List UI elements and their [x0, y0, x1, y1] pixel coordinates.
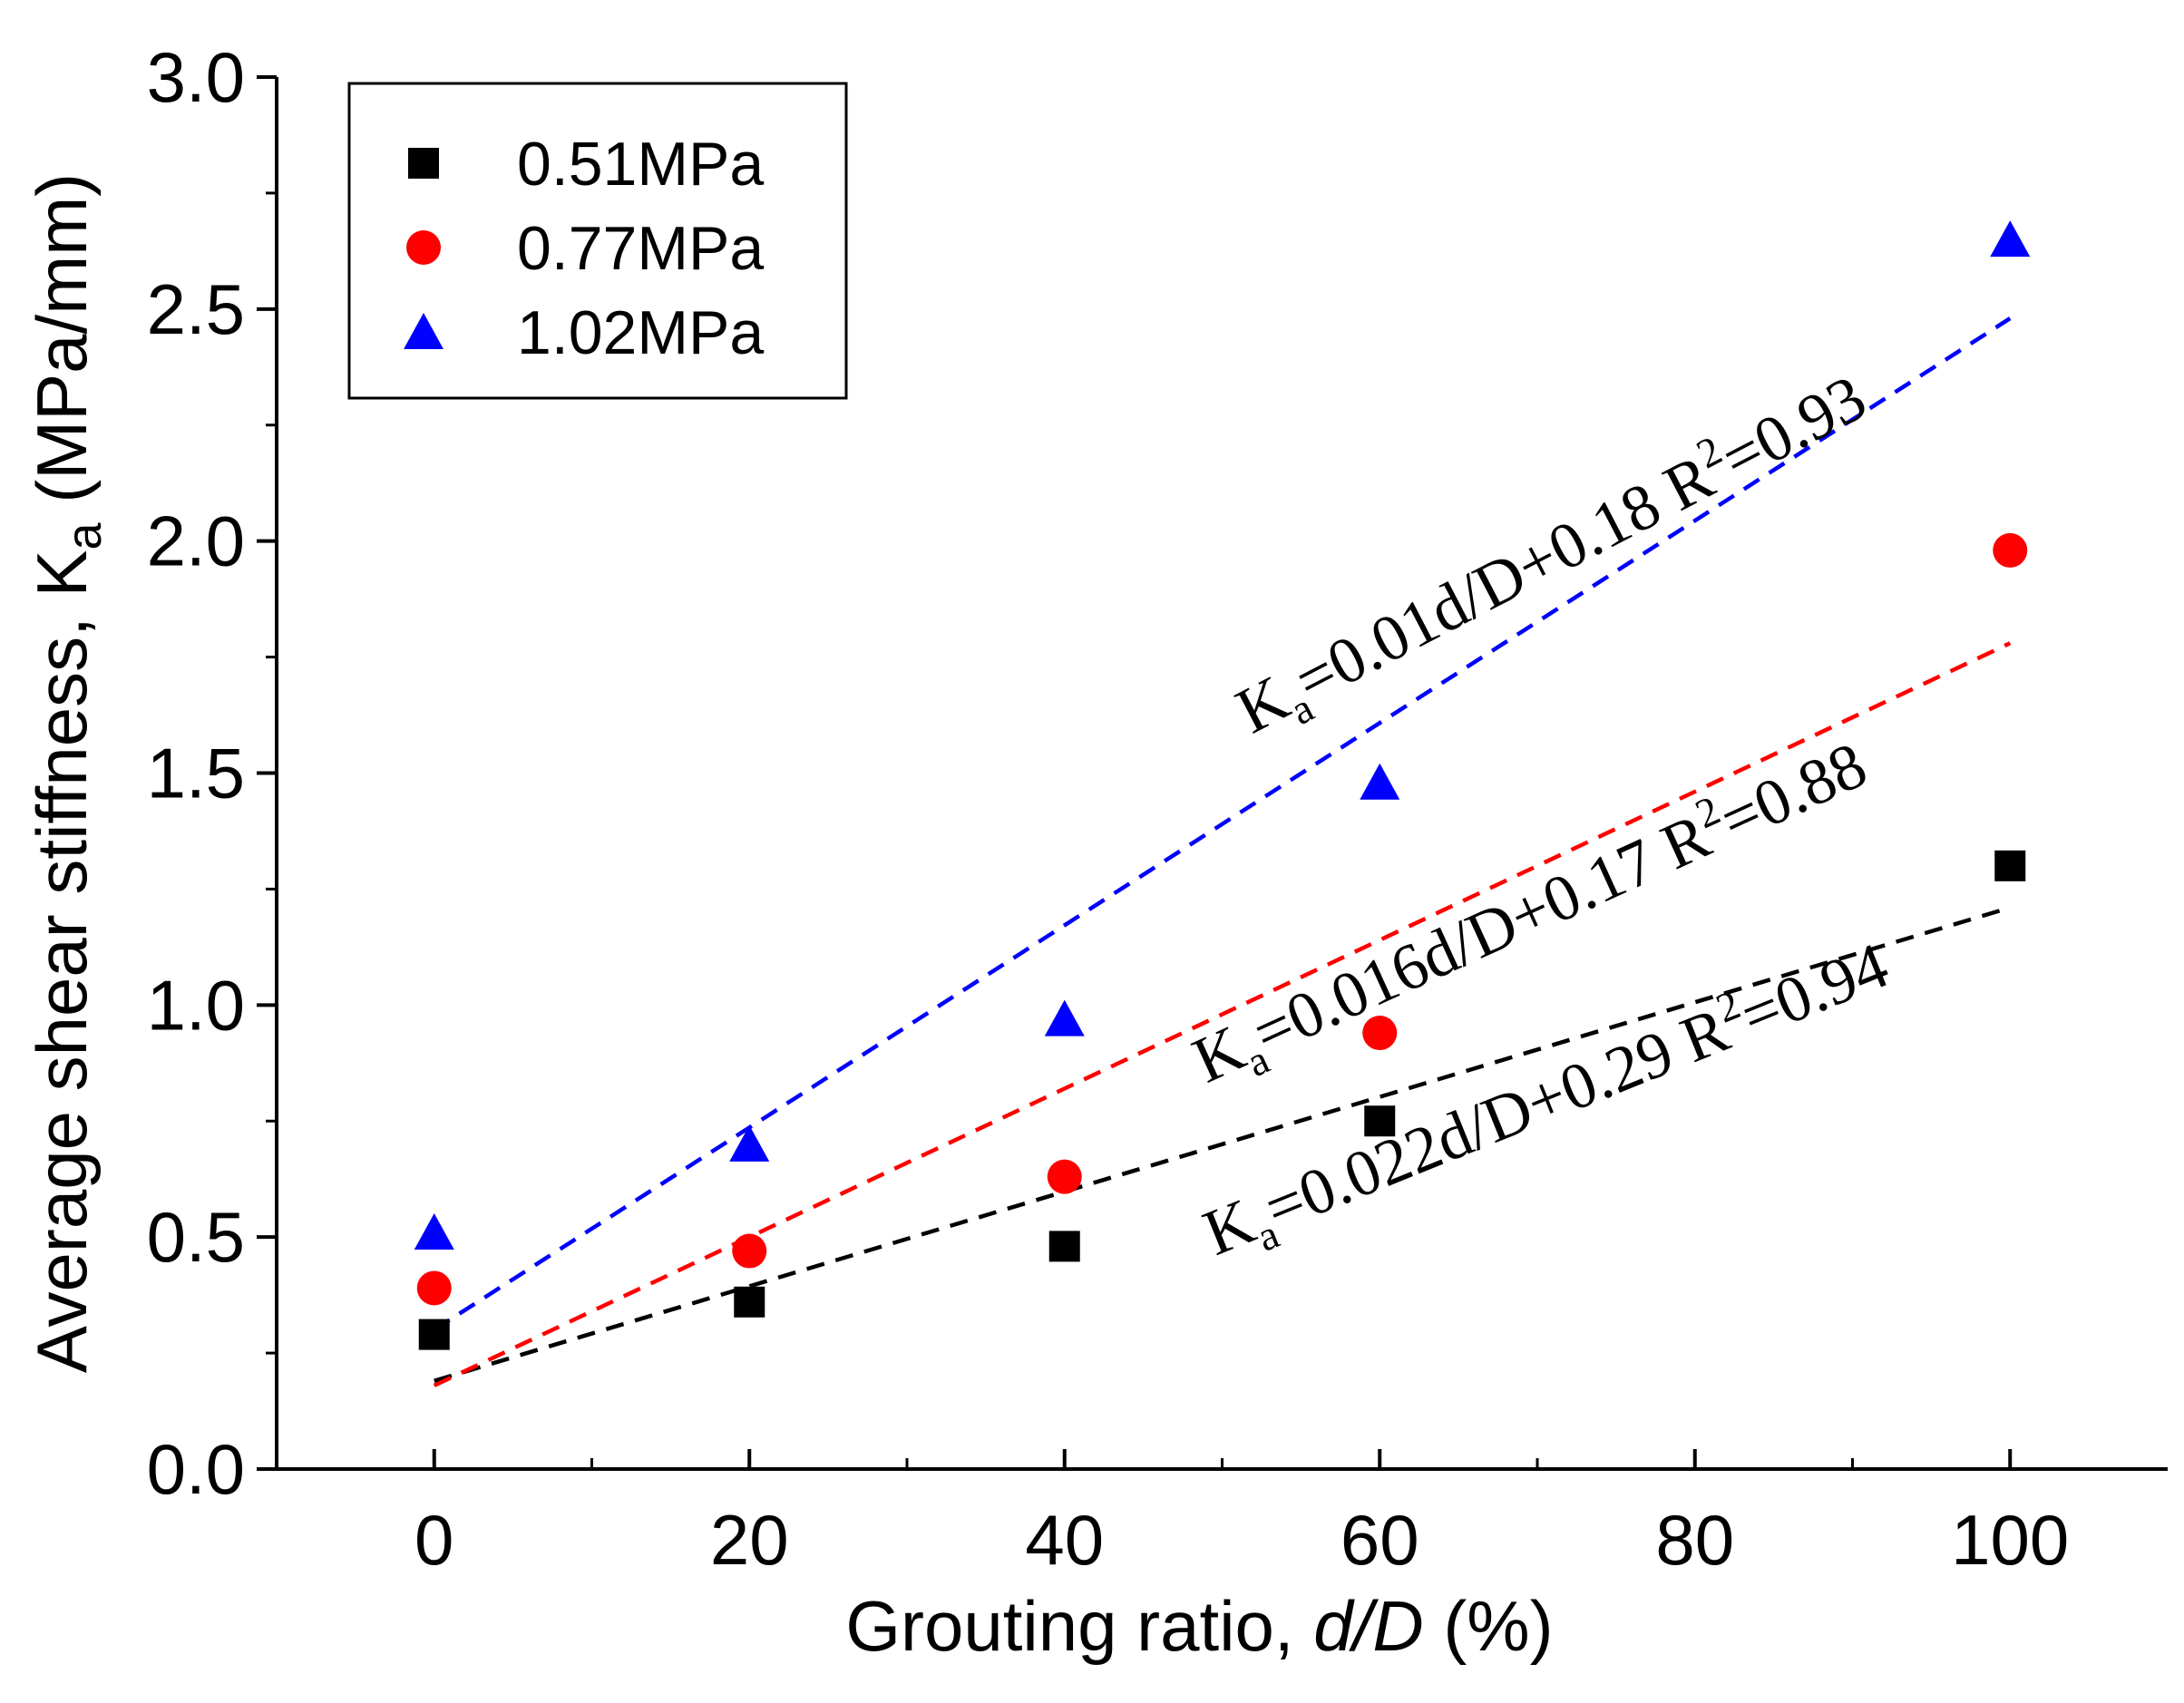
- y-axis-title: Average shear stiffness, Ka (MPa/mm): [22, 173, 112, 1373]
- x-tick-label: 20: [710, 1500, 789, 1580]
- x-axis-title-prefix: Grouting ratio,: [845, 1586, 1313, 1666]
- y-tick-label: 0.5: [147, 1197, 245, 1277]
- fit-equation-0.77MPa: Ka=0.016d/D+0.17 R2=0.88: [1180, 724, 1880, 1105]
- data-point-0.51MPa: [734, 1286, 765, 1318]
- data-point-0.51MPa: [1994, 850, 2026, 881]
- x-tick-label: 80: [1655, 1500, 1734, 1580]
- fit-eq-r2: =0.93: [1710, 361, 1877, 495]
- x-tick-label: 40: [1025, 1500, 1104, 1580]
- data-point-0.77MPa: [732, 1233, 767, 1269]
- x-axis-title-suffix: (%): [1424, 1586, 1554, 1666]
- legend-marker-1.02MPa: [404, 313, 444, 349]
- fit-line-0.77MPa: [433, 641, 2012, 1387]
- fit-equation-1.02MPa: Ka=0.01d/D+0.18 R2=0.93: [1223, 357, 1881, 755]
- x-tick-label: 100: [1951, 1500, 2069, 1580]
- legend-label: 0.77MPa: [517, 214, 764, 283]
- y-tick-label: 3.0: [147, 37, 245, 117]
- data-point-1.02MPa: [1044, 999, 1085, 1036]
- data-point-0.77MPa: [1047, 1159, 1082, 1194]
- y-axis-title-suffix: (MPa/mm): [22, 173, 102, 523]
- fit-eq-body: =0.01d/D+0.18 R: [1283, 441, 1725, 717]
- y-tick-label: 1.5: [147, 734, 245, 813]
- fit-line-0.51MPa: [434, 905, 2011, 1383]
- y-tick-label: 0.0: [147, 1429, 245, 1509]
- y-tick-label: 2.0: [147, 501, 245, 581]
- data-points: [414, 220, 2031, 1350]
- y-axis-title-prefix: Average shear stiffness, K: [22, 550, 102, 1374]
- y-tick-label: 1.0: [147, 965, 245, 1045]
- data-point-1.02MPa: [729, 1124, 770, 1162]
- x-axis-title-var: d/D: [1313, 1586, 1423, 1666]
- x-tick-label: 60: [1341, 1500, 1419, 1580]
- y-axis-title-sub: a: [57, 522, 112, 550]
- fit-lines: [433, 316, 2012, 1387]
- fit-eq-r2: =0.94: [1731, 929, 1897, 1053]
- data-point-0.51MPa: [418, 1319, 450, 1350]
- data-point-0.77MPa: [416, 1270, 452, 1306]
- legend-marker-0.77MPa: [406, 230, 441, 265]
- data-point-1.02MPa: [1990, 220, 2031, 258]
- data-point-1.02MPa: [414, 1213, 454, 1250]
- data-point-0.51MPa: [1048, 1231, 1080, 1262]
- y-tick-label: 2.5: [147, 269, 245, 349]
- axes: 0.0 0.5 1.0 1.5 2.0 2.5 3.0 0 20 40 60 80 100 Groutin…: [22, 37, 2168, 1666]
- data-point-0.77MPa: [1993, 532, 2028, 568]
- data-point-0.77MPa: [1362, 1016, 1398, 1051]
- legend-label: 0.51MPa: [517, 130, 764, 199]
- legend: 0.51MPa 0.77MPa 1.02MPa: [347, 82, 848, 400]
- x-tick-label: 0: [414, 1500, 453, 1580]
- fit-annotations: Ka=0.022d/D+0.29 R2=0.94Ka=0.016d/D+0.17…: [1180, 357, 1897, 1270]
- legend-label: 1.02MPa: [517, 298, 764, 367]
- data-point-1.02MPa: [1360, 763, 1400, 800]
- legend-marker-0.51MPa: [408, 148, 439, 179]
- fit-line-1.02MPa: [433, 316, 2012, 1332]
- x-axis-title: Grouting ratio, d/D (%): [845, 1586, 1553, 1666]
- data-point-0.51MPa: [1364, 1105, 1396, 1137]
